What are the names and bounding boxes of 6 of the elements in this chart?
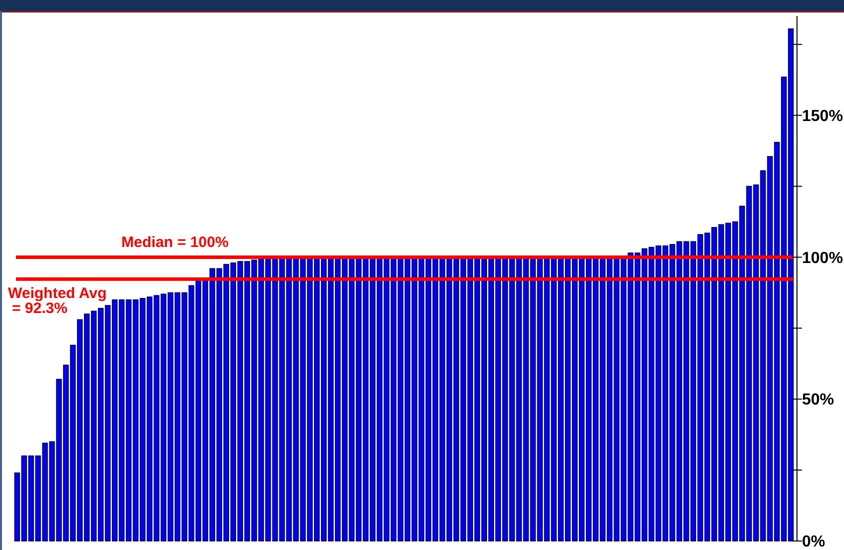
ref-line-label: Weighted Avg = 92.3% [8,285,107,318]
ref-line-label: Median = 100% [121,234,229,252]
y-tick-label: 100% [802,250,843,267]
y-tick-label: 150% [802,108,843,125]
y-tick-label: 0% [802,534,826,550]
y-tick-label: 50% [802,392,834,409]
